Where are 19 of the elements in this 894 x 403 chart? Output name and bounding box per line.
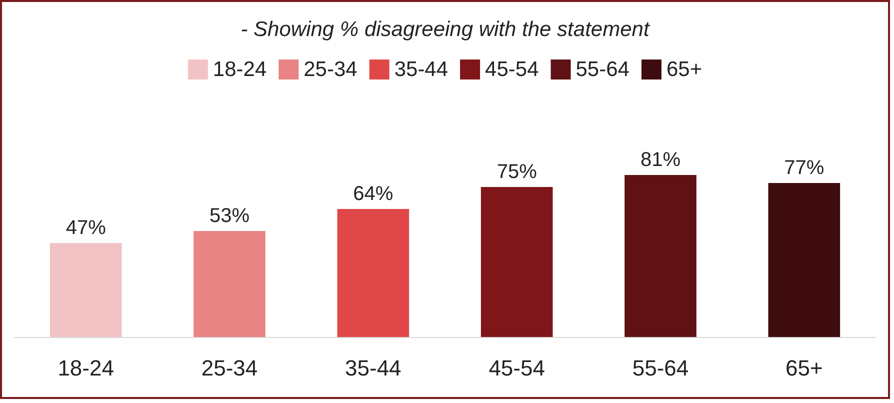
data-label: 64% (353, 183, 394, 205)
chart-subtitle: - Showing % disagreeing with the statement (240, 18, 650, 41)
legend-label: 55-64 (576, 58, 630, 81)
data-label: 77% (784, 157, 824, 179)
x-tick-label: 25-34 (201, 356, 258, 380)
x-tick-label: 55-64 (632, 356, 689, 380)
x-tick-label: 45-54 (488, 356, 545, 380)
data-label: 47% (66, 217, 106, 239)
legend-label: 25-34 (304, 58, 358, 81)
legend-label: 18-24 (212, 58, 267, 81)
x-tick-label: 65+ (786, 356, 823, 380)
legend-label: 35-44 (394, 58, 448, 81)
x-tick-label: 35-44 (345, 356, 402, 380)
x-tick-label: 18-24 (58, 356, 114, 380)
data-label: 53% (209, 205, 250, 227)
data-label: 75% (496, 161, 538, 183)
data-label: 81% (640, 149, 681, 171)
legend-label: 65+ (666, 58, 702, 81)
legend-label: 45-54 (485, 58, 540, 81)
